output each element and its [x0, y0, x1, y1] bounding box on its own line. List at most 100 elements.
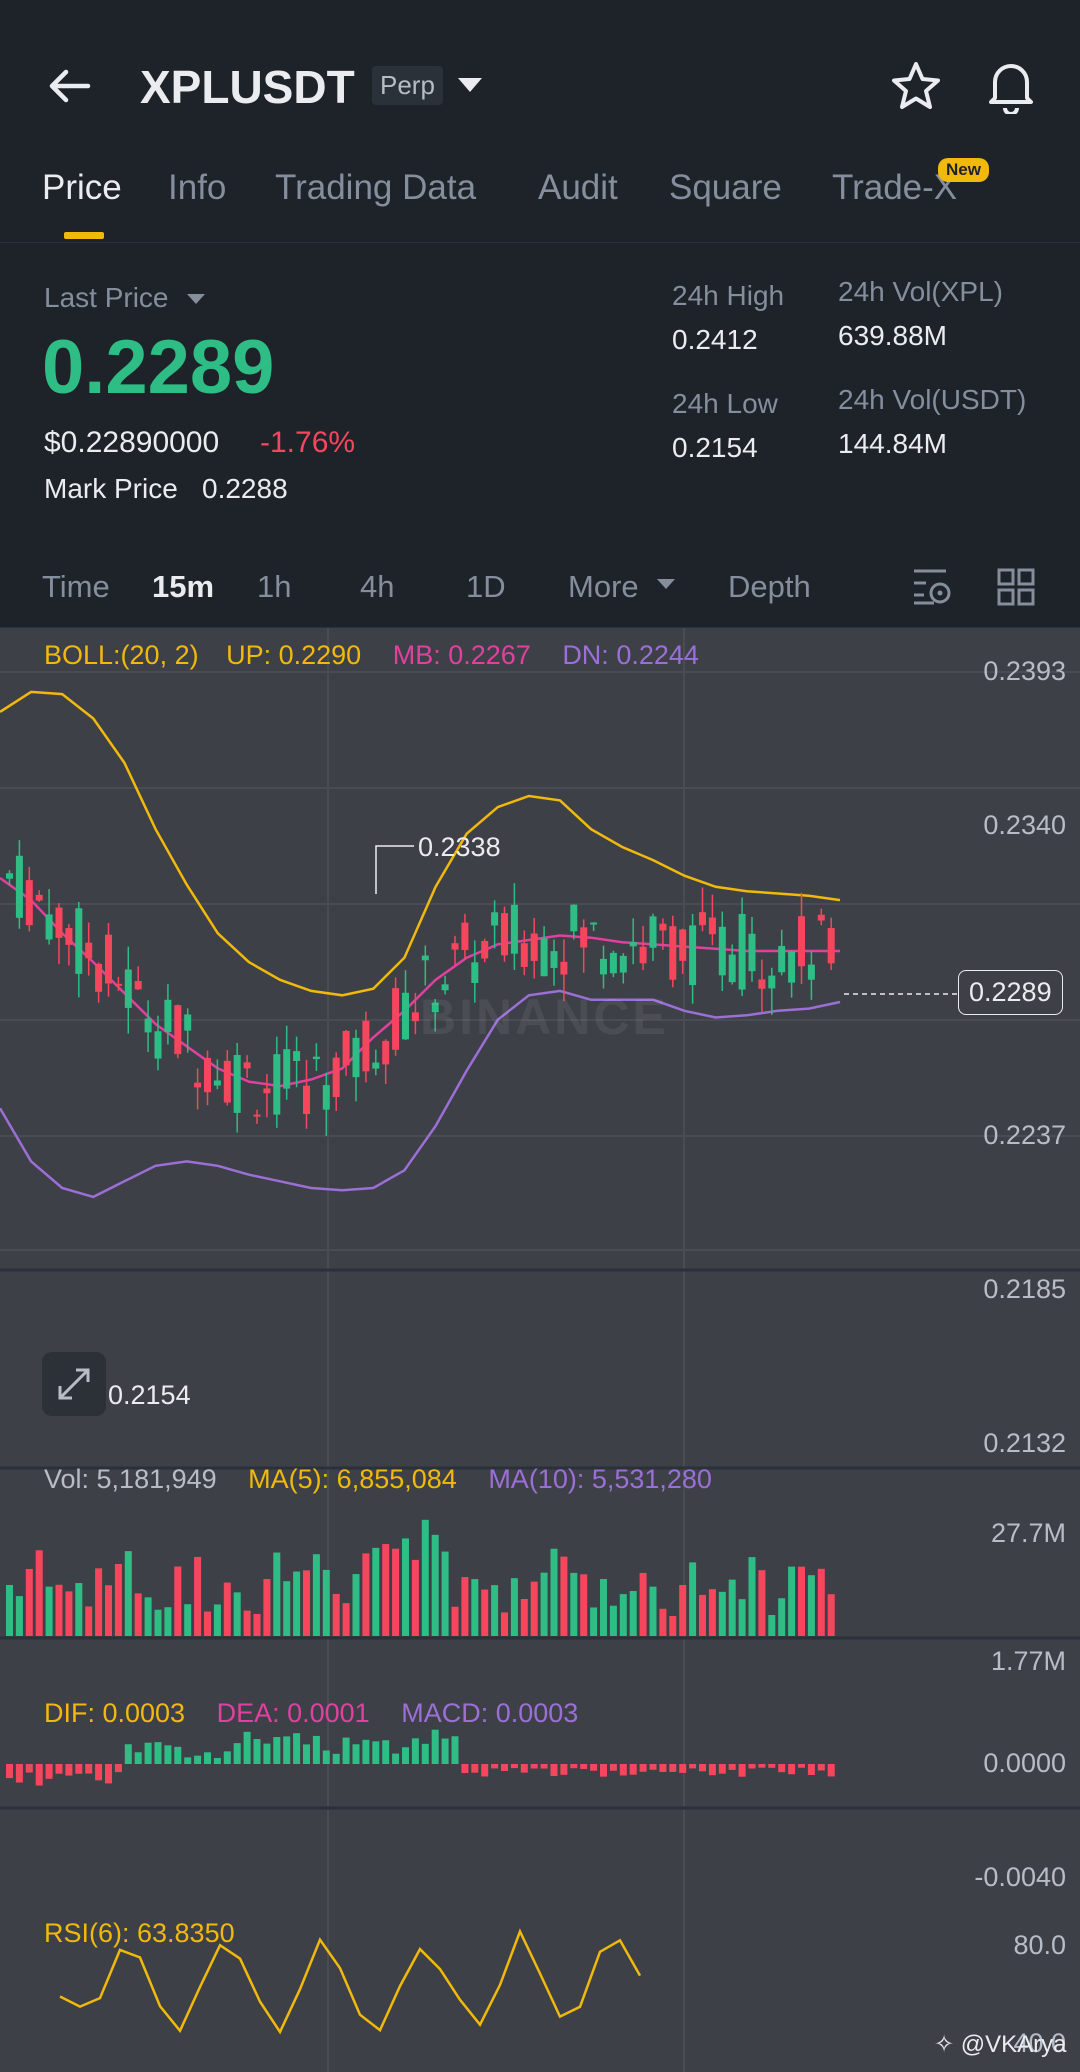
credit-text: @VKArya: [960, 2031, 1067, 2058]
chart-settings-icon[interactable]: [910, 567, 954, 607]
candle-body: [817, 914, 825, 921]
volume-bar: [6, 1584, 13, 1636]
candle-body: [609, 952, 617, 974]
price-axis-tick: 0.2340: [983, 810, 1066, 840]
tab-price[interactable]: Price: [42, 168, 122, 207]
candle-body: [798, 916, 805, 967]
macd-bar: [95, 1764, 103, 1781]
candle-body: [322, 1085, 330, 1110]
watermark: BINANCE: [420, 989, 669, 1045]
interval-more[interactable]: More: [568, 569, 639, 604]
macd-bar: [461, 1764, 469, 1774]
boll-line: [0, 690, 841, 997]
candle-body: [679, 929, 687, 961]
24h-vol-quote-label: 24h Vol(USDT): [838, 384, 1027, 415]
macd-bar: [718, 1764, 726, 1774]
24h-low-value: 0.2154: [672, 432, 758, 463]
expand-chart-icon[interactable]: [42, 1352, 106, 1416]
macd-bar: [402, 1747, 409, 1764]
volume-bar: [639, 1572, 647, 1636]
volume-bar: [768, 1615, 776, 1636]
volume-bar: [738, 1599, 746, 1636]
more-dropdown-icon[interactable]: [656, 577, 676, 591]
candle-body: [114, 983, 122, 986]
layout-grid-icon[interactable]: [996, 567, 1036, 607]
candle-body: [312, 1056, 320, 1060]
chevron-down-icon[interactable]: [456, 74, 484, 96]
macd-bar: [273, 1737, 281, 1764]
candle-body: [758, 979, 766, 989]
macd-bar: [263, 1743, 271, 1764]
star-icon[interactable]: [890, 60, 942, 112]
bell-icon[interactable]: [985, 58, 1037, 114]
volume-bar: [402, 1538, 409, 1636]
contract-type-badge[interactable]: Perp: [372, 66, 443, 105]
macd-bar: [451, 1736, 459, 1764]
candle-body: [273, 1054, 281, 1115]
price-panel: Last Price 0.2289 $0.22890000 -1.76% Mar…: [0, 242, 1080, 542]
macd-bar: [322, 1750, 330, 1764]
interval-1d[interactable]: 1D: [466, 569, 506, 604]
candle-body: [669, 926, 677, 980]
interval-15m[interactable]: 15m: [152, 569, 215, 604]
volume-bar: [352, 1574, 360, 1636]
last-price-label[interactable]: Last Price: [44, 282, 169, 313]
candle-body: [530, 933, 538, 961]
back-arrow-icon[interactable]: [44, 62, 94, 110]
tab-info[interactable]: Info: [168, 168, 227, 207]
candle-body: [154, 1031, 162, 1059]
volume-bar: [510, 1578, 518, 1636]
macd-bar: [25, 1764, 33, 1773]
24h-high-label: 24h High: [672, 280, 785, 311]
macd-bar: [817, 1764, 825, 1771]
macd-bar: [293, 1733, 301, 1764]
macd-bar: [65, 1764, 73, 1776]
tab-trade-x[interactable]: Trade-X: [832, 168, 958, 207]
last-price-dropdown-icon[interactable]: [186, 292, 206, 306]
tab-square[interactable]: Square: [669, 168, 782, 207]
interval-time[interactable]: Time: [42, 569, 110, 604]
macd-bar: [35, 1764, 43, 1786]
macd-bar: [481, 1764, 489, 1777]
usd-price: $0.22890000: [44, 426, 220, 459]
volume-bar: [778, 1598, 786, 1636]
candle-body: [95, 963, 103, 992]
volume-bar: [609, 1605, 617, 1636]
depth-tab[interactable]: Depth: [728, 569, 811, 604]
chart-area[interactable]: BOLL:(20, 2) UP: 0.2290 MB: 0.2267 DN: 0…: [0, 628, 1080, 2072]
symbol-title[interactable]: XPLUSDT: [140, 61, 355, 113]
price-axis-tick: 0.2185: [983, 1274, 1066, 1304]
macd-bar: [194, 1755, 202, 1764]
tab-bar: Price Info Trading Data Audit Square Tra…: [0, 158, 1080, 243]
interval-1h[interactable]: 1h: [257, 569, 292, 604]
candlestick-chart[interactable]: [0, 628, 1080, 2072]
current-price-tag[interactable]: 0.2289: [958, 970, 1063, 1015]
candle-body: [520, 943, 528, 967]
rsi-axis-top: 80.0: [1013, 1930, 1066, 1960]
macd-bar: [510, 1764, 518, 1769]
low-marker: 0.2154: [108, 1380, 191, 1410]
volume-ma10: MA(10): 5,531,280: [488, 1464, 712, 1494]
volume-bar: [253, 1613, 261, 1636]
volume-bar: [75, 1583, 83, 1636]
volume-bar: [421, 1519, 429, 1636]
boll-up: UP: 0.2290: [226, 640, 362, 670]
macd-bar: [411, 1738, 419, 1764]
volume-bar: [600, 1579, 607, 1636]
volume-bar: [312, 1554, 320, 1636]
candle-body: [342, 1030, 350, 1066]
tab-audit[interactable]: Audit: [538, 168, 618, 207]
boll-legend: BOLL:(20, 2) UP: 0.2290 MB: 0.2267 DN: 0…: [44, 640, 699, 671]
volume-bar: [649, 1586, 657, 1636]
volume-bar: [283, 1581, 291, 1636]
candle-body: [550, 951, 558, 968]
candle-body: [392, 988, 400, 1050]
macd-value: MACD: 0.0003: [401, 1698, 579, 1728]
macd-bar: [807, 1764, 815, 1776]
volume-axis-bottom: 1.77M: [990, 1646, 1066, 1676]
macd-bar: [560, 1764, 568, 1775]
volume-bar: [728, 1579, 736, 1636]
macd-bar: [471, 1764, 479, 1773]
interval-4h[interactable]: 4h: [360, 569, 395, 604]
tab-trading-data[interactable]: Trading Data: [275, 168, 477, 207]
